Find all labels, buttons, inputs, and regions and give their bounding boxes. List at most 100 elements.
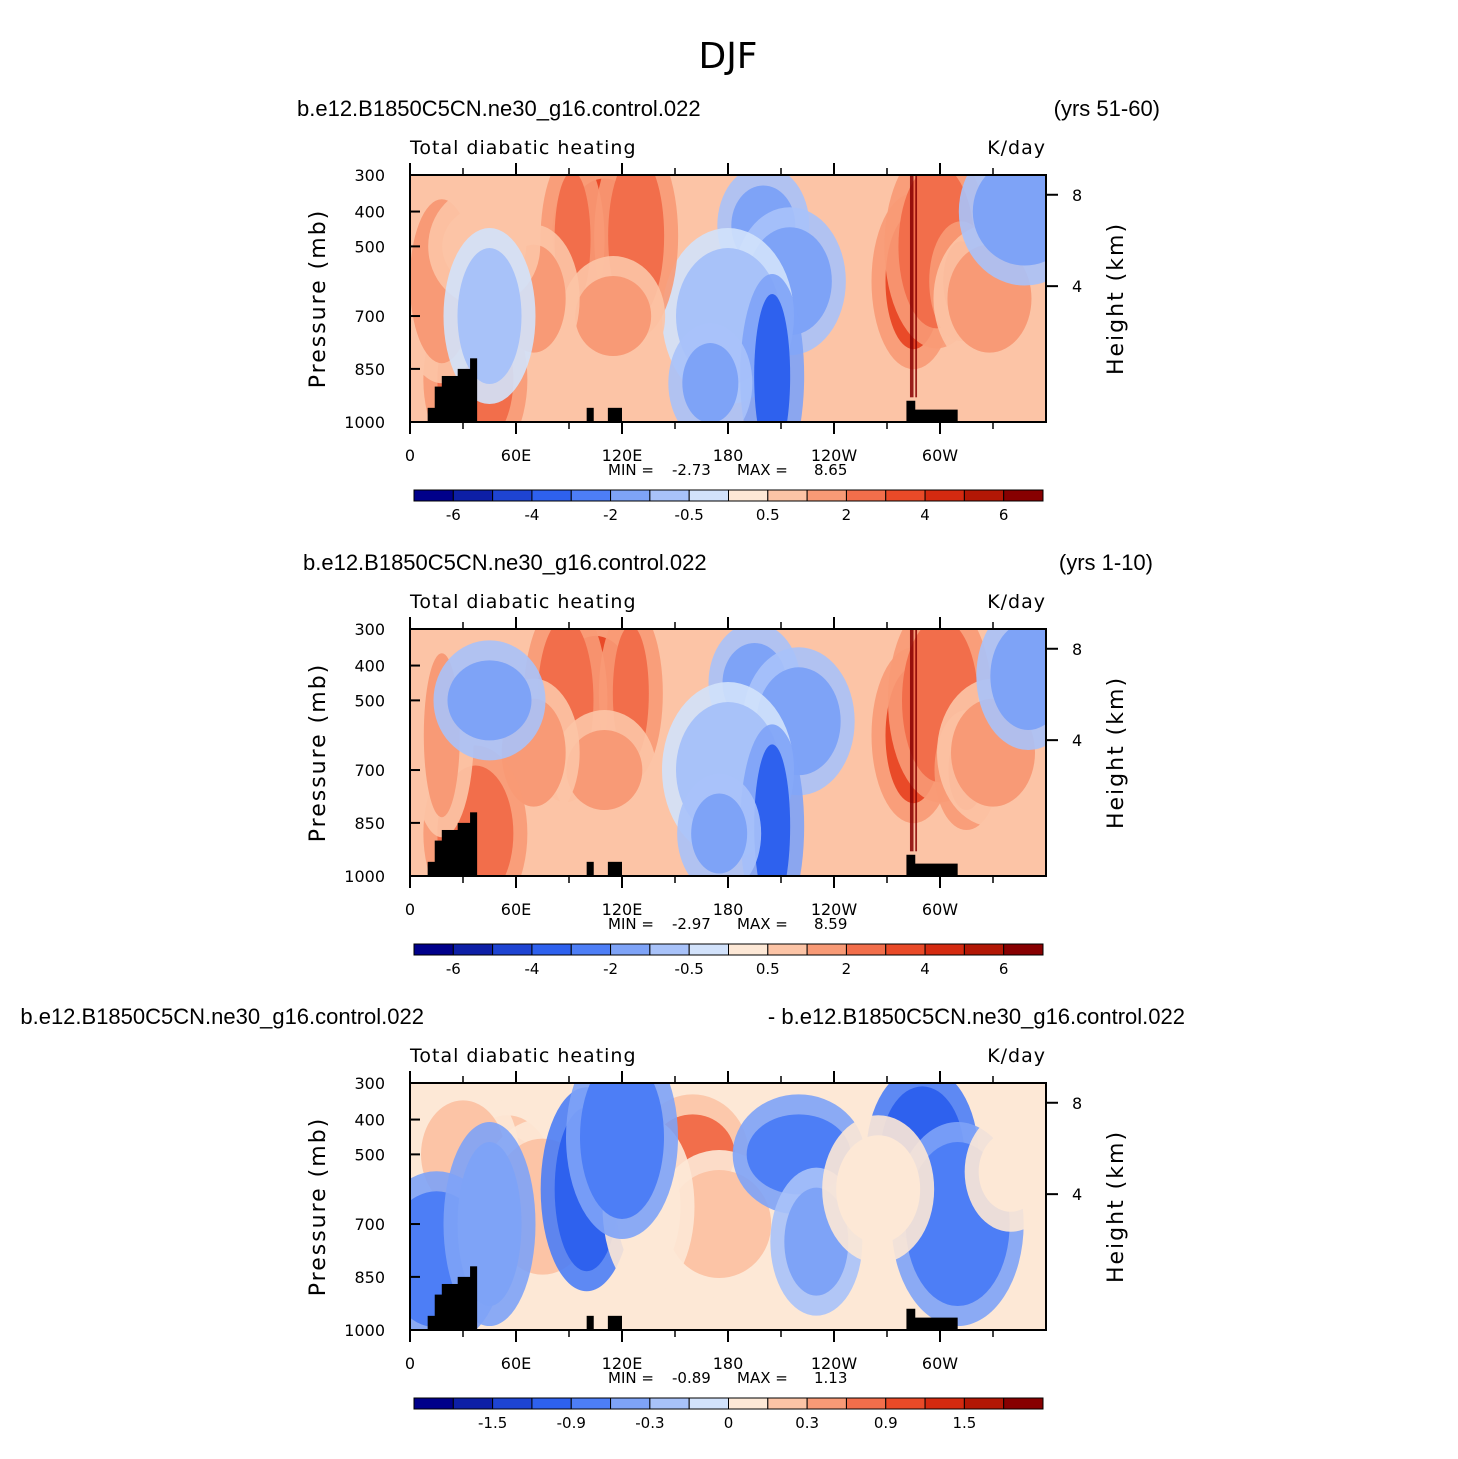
field-contour [754, 294, 791, 422]
field-contour [447, 660, 532, 741]
y-tick-label: 1000 [344, 1321, 385, 1340]
colorbar-label: 6 [999, 960, 1009, 978]
x-tick-label: 60W [922, 900, 958, 919]
colorbar-swatch [885, 1397, 926, 1410]
colorbar-label: -2 [603, 960, 618, 978]
colorbar-swatch [728, 1397, 769, 1410]
x-tick-label: 180 [713, 900, 744, 919]
colorbar-swatch [413, 943, 454, 956]
diff-case-title: - b.e12.B1850C5CN.ne30_g16.control.022 [768, 1004, 1185, 1029]
colorbar-label: -0.5 [675, 960, 704, 978]
colorbar-swatch [728, 489, 769, 502]
colorbar-swatch [885, 489, 926, 502]
colorbar-swatch [649, 1397, 690, 1410]
colorbar-label: -0.3 [635, 1414, 664, 1432]
colorbar-swatch [649, 943, 690, 956]
colorbar-label: 0.5 [756, 506, 780, 524]
colorbar-swatch [806, 489, 847, 502]
min-label: MIN = [608, 1369, 654, 1387]
field [410, 1083, 1046, 1330]
topography [457, 822, 472, 876]
y-right-axis-title: Height (km) [1104, 1130, 1129, 1283]
colorbar-swatch [767, 489, 808, 502]
y-tick-label: 1000 [344, 867, 385, 886]
colorbar-swatch [531, 489, 572, 502]
x-tick-label: 60E [501, 1354, 531, 1373]
field-contour [691, 793, 748, 874]
y-tick-label: 500 [354, 1145, 385, 1164]
y-tick-label: 850 [354, 1268, 385, 1287]
topography [909, 1317, 958, 1330]
panel-2: b.e12.B1850C5CN.ne30_g16.control.022 (yrs… [303, 550, 1153, 978]
colorbar-label: -4 [524, 960, 539, 978]
topography [470, 358, 478, 422]
colorbar-swatch [963, 1397, 1005, 1410]
colorbar-swatch [610, 489, 651, 502]
x-tick-label: 0 [405, 1354, 415, 1373]
case-title: b.e12.B1850C5CN.ne30_g16.control.022 [20, 1004, 424, 1029]
y-right-tick-label: 8 [1072, 1094, 1082, 1113]
max-label: MAX = [737, 461, 788, 479]
min-value: -2.97 [672, 915, 711, 933]
colorbar-swatch [845, 1397, 887, 1410]
colorbar-swatch [570, 943, 612, 956]
topography [441, 375, 460, 422]
y-right-tick-label: 4 [1072, 1185, 1082, 1204]
y-right-axis-title: Height (km) [1104, 676, 1129, 829]
x-tick-label: 60W [922, 1354, 958, 1373]
min-value: -0.89 [672, 1369, 711, 1387]
units-label: K/day [987, 591, 1046, 613]
y-tick-label: 400 [354, 657, 385, 676]
colorbar-label: 2 [842, 506, 852, 524]
colorbar-label: 2 [842, 960, 852, 978]
colorbar-label: -0.9 [557, 1414, 586, 1432]
y-tick-label: 700 [354, 761, 385, 780]
units-label: K/day [987, 137, 1046, 159]
colorbar-swatch [688, 1397, 729, 1410]
min-label: MIN = [608, 915, 654, 933]
colorbar-label: -1.5 [478, 1414, 507, 1432]
topography [441, 829, 460, 876]
y-right-tick-label: 8 [1072, 186, 1082, 205]
y-axis-title: Pressure (mb) [306, 1117, 331, 1297]
case-title: b.e12.B1850C5CN.ne30_g16.control.022 [303, 550, 707, 575]
y-tick-label: 850 [354, 360, 385, 379]
colorbar-swatch [845, 943, 887, 956]
years-label: (yrs 51-60) [1054, 96, 1160, 121]
max-value: 1.13 [814, 1369, 847, 1387]
colorbar-label: 4 [920, 506, 930, 524]
topography [586, 1315, 594, 1330]
min-value: -2.73 [672, 461, 711, 479]
y-tick-label: 300 [354, 166, 385, 185]
y-tick-label: 500 [354, 691, 385, 710]
topography [586, 407, 594, 422]
colorbar-swatch [531, 943, 572, 956]
y-tick-label: 850 [354, 814, 385, 833]
colorbar-swatch [924, 943, 965, 956]
y-axis-title: Pressure (mb) [306, 663, 331, 843]
max-value: 8.59 [814, 915, 847, 933]
colorbar-swatch [492, 489, 533, 502]
field-contour [972, 175, 1046, 266]
colorbar-swatch [1003, 489, 1044, 502]
topography [586, 861, 594, 876]
colorbar-swatch [1003, 1397, 1044, 1410]
colorbar-label: 0.5 [756, 960, 780, 978]
y-tick-label: 400 [354, 203, 385, 222]
field-contour [457, 1142, 522, 1307]
field [410, 629, 1046, 876]
y-right-tick-label: 4 [1072, 731, 1082, 750]
y-tick-label: 300 [354, 620, 385, 639]
max-label: MAX = [737, 1369, 788, 1387]
y-tick-label: 300 [354, 1074, 385, 1093]
field-contour [836, 1135, 921, 1244]
field-contour [566, 730, 643, 811]
topography [607, 407, 622, 422]
colorbar-swatch [452, 943, 494, 956]
colorbar-label: -4 [524, 506, 539, 524]
colorbar-swatch [1003, 943, 1044, 956]
field-contour [915, 175, 918, 398]
topography [607, 861, 622, 876]
colorbar-swatch [924, 1397, 965, 1410]
x-tick-label: 120E [602, 900, 643, 919]
